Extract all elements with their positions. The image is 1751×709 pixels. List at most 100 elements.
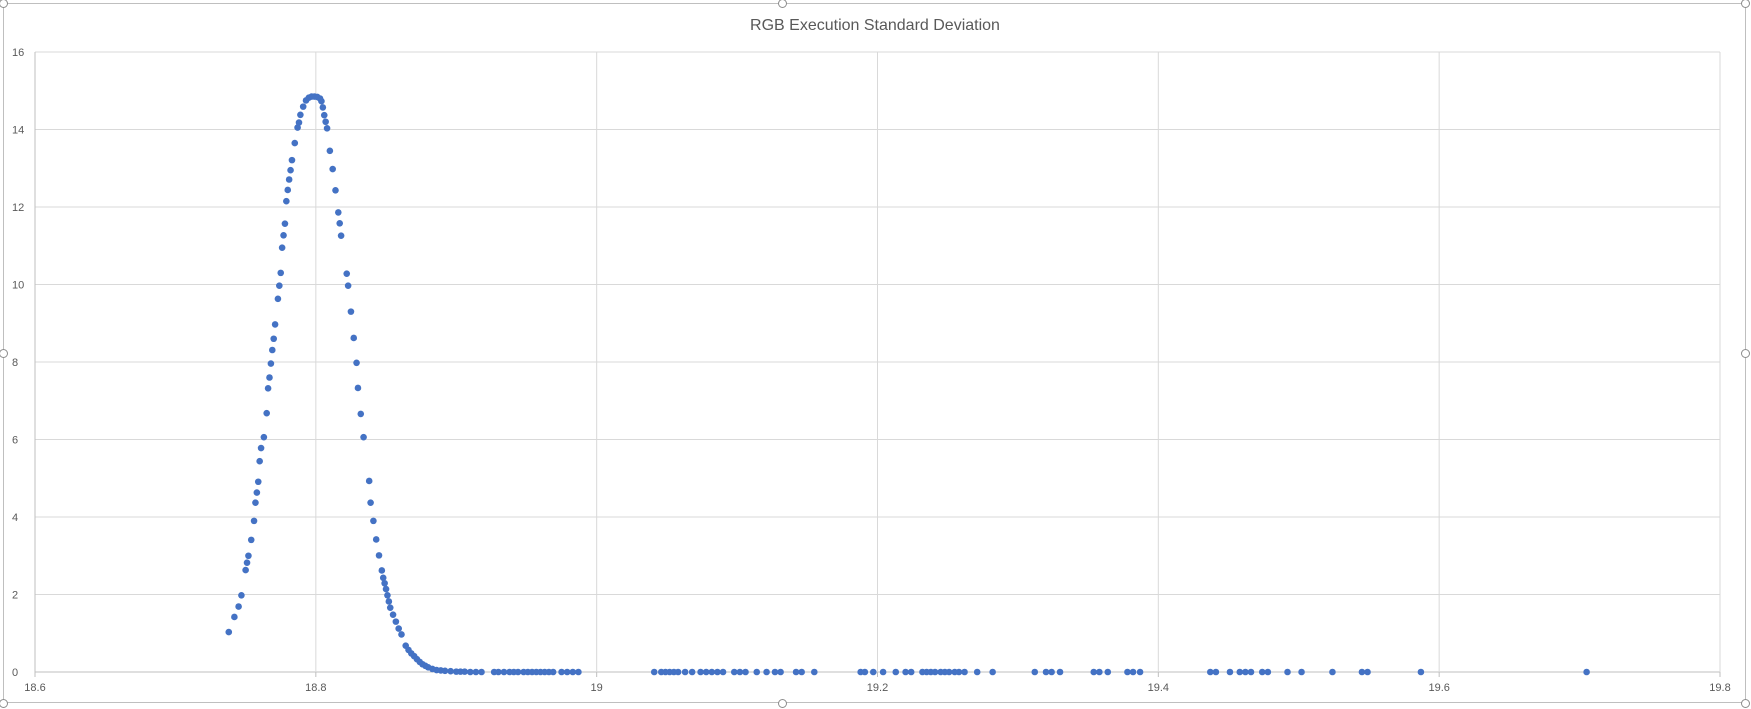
- resize-handle-top-left[interactable]: [0, 0, 8, 8]
- x-tick-label: 18.6: [24, 682, 45, 694]
- y-tick-label: 2: [12, 590, 18, 602]
- scatter-point: [365, 477, 373, 485]
- scatter-point: [478, 668, 485, 676]
- resize-handle-middle-right[interactable]: [1741, 349, 1750, 358]
- scatter-point: [288, 156, 296, 164]
- scatter-point: [1226, 668, 1234, 676]
- scatter-point: [384, 591, 391, 599]
- scatter-point: [264, 385, 272, 392]
- scatter-point: [318, 97, 325, 105]
- y-tick-label: 4: [12, 512, 18, 524]
- scatter-point: [466, 668, 474, 676]
- scatter-point: [395, 625, 402, 632]
- resize-handle-top-right[interactable]: [1741, 0, 1750, 8]
- scatter-point: [283, 197, 290, 205]
- scatter-point: [323, 125, 331, 132]
- scatter-point: [287, 166, 294, 174]
- scatter-point: [702, 668, 710, 676]
- scatter-point: [353, 359, 360, 367]
- scatter-point: [989, 668, 996, 676]
- scatter-point: [879, 668, 887, 676]
- scatter-point: [270, 335, 278, 343]
- scatter-point: [1096, 668, 1103, 676]
- scatter-point: [771, 668, 779, 676]
- scatter-point: [708, 668, 716, 676]
- scatter-point: [792, 668, 800, 676]
- scatter-point: [225, 628, 233, 636]
- scatter-point: [697, 668, 704, 676]
- scatter-point: [945, 668, 953, 676]
- scatter-point: [354, 384, 362, 392]
- scatter-point: [1242, 668, 1249, 676]
- scatter-point: [730, 668, 738, 676]
- scatter-point: [253, 489, 261, 496]
- resize-handle-top-center[interactable]: [778, 0, 787, 8]
- scatter-point: [1236, 668, 1244, 676]
- resize-handle-bottom-right[interactable]: [1741, 699, 1750, 708]
- scatter-point: [243, 559, 251, 567]
- scatter-point: [753, 668, 761, 676]
- scatter-point: [280, 231, 287, 239]
- scatter-point: [763, 668, 770, 676]
- scatter-point: [392, 618, 400, 625]
- scatter-point: [563, 668, 571, 676]
- resize-handle-middle-left[interactable]: [0, 349, 8, 358]
- scatter-point: [811, 668, 818, 676]
- scatter-point: [681, 668, 689, 676]
- scatter-point: [285, 176, 293, 183]
- scatter-point: [1048, 668, 1055, 676]
- scatter-point: [650, 668, 658, 676]
- scatter-point: [245, 552, 252, 560]
- resize-handle-bottom-center[interactable]: [778, 699, 787, 708]
- resize-handle-bottom-left[interactable]: [0, 699, 8, 708]
- scatter-point: [714, 668, 721, 676]
- y-tick-label: 8: [12, 357, 18, 369]
- scatter-point: [357, 410, 365, 418]
- scatter-point: [370, 517, 377, 525]
- scatter-point: [461, 668, 468, 675]
- scatter-point: [902, 668, 909, 676]
- scatter-point: [252, 499, 259, 506]
- y-tick-label: 10: [12, 280, 24, 292]
- scatter-point: [575, 668, 582, 676]
- scatter-point: [441, 667, 449, 675]
- scatter-point: [549, 668, 557, 676]
- scatter-point: [250, 517, 258, 525]
- scatter-point: [1212, 668, 1220, 676]
- scatter-point: [1417, 668, 1425, 676]
- scatter-point: [260, 433, 268, 441]
- scatter-point: [798, 668, 805, 676]
- scatter-point: [1136, 668, 1144, 676]
- scatter-point: [1124, 668, 1131, 676]
- scatter-point: [569, 668, 577, 676]
- chart-frame[interactable]: [3, 3, 1746, 703]
- scatter-point: [736, 668, 744, 676]
- scatter-point: [447, 667, 454, 675]
- scatter-point: [297, 111, 304, 119]
- scatter-point: [367, 499, 374, 506]
- scatter-point: [332, 187, 339, 194]
- scatter-point: [326, 147, 334, 155]
- scatter-point: [514, 668, 522, 676]
- scatter-point: [955, 668, 963, 676]
- scatter-point: [381, 579, 388, 587]
- scatter-point: [343, 270, 351, 277]
- scatter-point: [254, 478, 262, 486]
- scatter-point: [1264, 668, 1272, 676]
- scatter-point: [231, 613, 238, 621]
- scatter-point: [337, 232, 345, 239]
- scatter-point: [267, 360, 275, 367]
- scatter-point: [257, 444, 265, 452]
- y-tick-label: 14: [12, 125, 24, 137]
- scatter-point: [742, 668, 749, 676]
- scatter-point: [278, 244, 286, 251]
- scatter-point: [281, 220, 289, 227]
- y-tick-label: 12: [12, 202, 24, 214]
- scatter-point: [1031, 668, 1039, 676]
- scatter-point: [869, 668, 877, 676]
- scatter-point: [1258, 668, 1266, 676]
- x-tick-label: 18.8: [305, 682, 326, 694]
- scatter-point: [295, 119, 303, 126]
- scatter-point: [1583, 668, 1590, 676]
